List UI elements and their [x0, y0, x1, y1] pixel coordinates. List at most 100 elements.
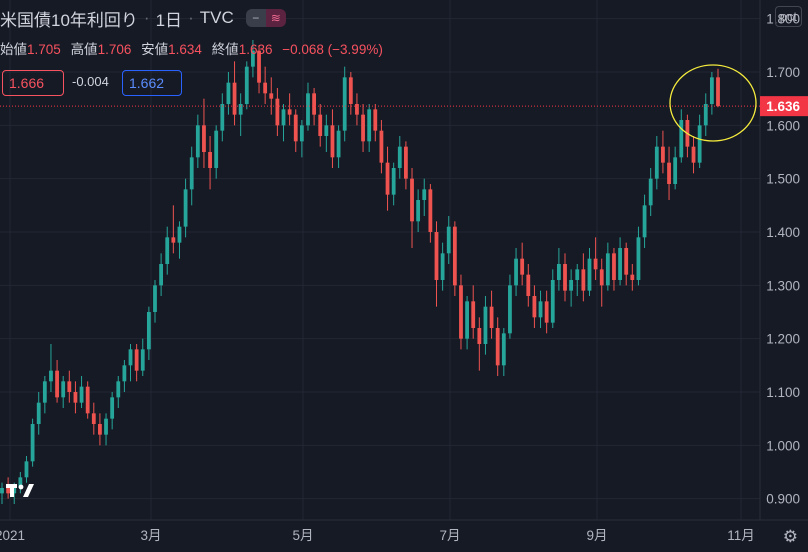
symbol-title[interactable]: 米国債10年利回り — [0, 10, 138, 30]
candle-body[interactable] — [55, 370, 59, 398]
candle-body[interactable] — [318, 114, 323, 136]
candle-body[interactable] — [269, 93, 274, 99]
candle-body[interactable] — [428, 189, 433, 232]
candle-body[interactable] — [416, 200, 421, 222]
candle-body[interactable] — [544, 301, 549, 323]
candle-body[interactable] — [275, 98, 280, 126]
candle-body[interactable] — [452, 226, 457, 286]
candle-body[interactable] — [532, 296, 537, 318]
candle-body[interactable] — [459, 285, 463, 339]
candle-body[interactable] — [171, 237, 176, 243]
candle-body[interactable] — [342, 77, 347, 131]
candle-body[interactable] — [98, 424, 102, 435]
candle-body[interactable] — [489, 306, 494, 328]
candle-body[interactable] — [263, 82, 268, 94]
candle-body[interactable] — [587, 258, 592, 291]
candle-body[interactable] — [287, 109, 292, 115]
candle-body[interactable] — [716, 77, 720, 107]
candle-body[interactable] — [569, 280, 574, 291]
candle-body[interactable] — [24, 461, 29, 478]
candle-body[interactable] — [410, 178, 414, 222]
candle-body[interactable] — [556, 264, 561, 280]
candle-body[interactable] — [208, 152, 212, 168]
candle-body[interactable] — [495, 328, 500, 366]
candle-body[interactable] — [299, 125, 304, 142]
candle-body[interactable] — [679, 120, 684, 158]
candle-body[interactable] — [624, 248, 629, 275]
candle-body[interactable] — [661, 146, 665, 163]
gear-icon[interactable]: ⚙ — [782, 527, 798, 546]
minus-icon[interactable]: − — [245, 9, 266, 27]
candle-body[interactable] — [440, 253, 445, 280]
candle-body[interactable] — [42, 381, 47, 403]
candle-body[interactable] — [379, 130, 384, 163]
candle-body[interactable] — [6, 488, 11, 494]
candle-body[interactable] — [79, 386, 84, 403]
candle-body[interactable] — [397, 146, 402, 168]
candle-body[interactable] — [575, 269, 580, 280]
time-axis-area[interactable] — [0, 520, 808, 552]
candle-body[interactable] — [336, 130, 341, 158]
candle-body[interactable] — [508, 285, 512, 334]
candle-body[interactable] — [251, 50, 255, 67]
candle-body[interactable] — [195, 125, 200, 158]
candle-body[interactable] — [281, 109, 286, 126]
candle-body[interactable] — [202, 125, 206, 152]
candle-body[interactable] — [422, 189, 427, 200]
candle-body[interactable] — [128, 349, 133, 366]
candle-body[interactable] — [391, 168, 396, 195]
status-chip[interactable]: − ≋ — [245, 9, 286, 27]
candle-body[interactable] — [434, 232, 439, 280]
candle-body[interactable] — [18, 477, 23, 488]
candle-body[interactable] — [12, 488, 17, 494]
candle-body[interactable] — [471, 301, 476, 328]
candle-body[interactable] — [538, 301, 543, 318]
candle-body[interactable] — [214, 130, 219, 168]
tradingview-logo-icon[interactable] — [6, 482, 34, 505]
candle-body[interactable] — [257, 50, 261, 83]
candle-body[interactable] — [477, 328, 482, 344]
candle-body[interactable] — [605, 253, 610, 286]
interval-label[interactable]: 1日 — [155, 10, 183, 30]
candle-body[interactable] — [183, 189, 188, 227]
candle-body[interactable] — [226, 82, 231, 104]
candle-body[interactable] — [581, 269, 586, 291]
candle-body[interactable] — [293, 114, 298, 142]
candle-body[interactable] — [49, 370, 53, 382]
candle-body[interactable] — [373, 109, 378, 131]
candle-body[interactable] — [91, 413, 96, 424]
candle-body[interactable] — [599, 269, 604, 286]
candle-body[interactable] — [67, 381, 72, 392]
candle-body[interactable] — [306, 93, 310, 126]
candle-body[interactable] — [618, 248, 622, 280]
candle-body[interactable] — [177, 226, 182, 243]
candle-body[interactable] — [30, 424, 35, 462]
candle-body[interactable] — [465, 301, 469, 339]
candle-body[interactable] — [514, 258, 518, 286]
candle-body[interactable] — [691, 146, 696, 163]
candle-body[interactable] — [642, 205, 647, 238]
candle-body[interactable] — [61, 381, 66, 398]
candle-body[interactable] — [612, 253, 616, 280]
candle-body[interactable] — [122, 365, 127, 382]
candle-body[interactable] — [134, 349, 139, 371]
candle-body[interactable] — [330, 125, 335, 158]
candle-body[interactable] — [404, 146, 408, 179]
unit-label[interactable]: pct — [774, 6, 802, 27]
wave-icon[interactable]: ≋ — [265, 9, 286, 27]
candle-body[interactable] — [153, 285, 157, 312]
symbol-title-row[interactable]: 米国債10年利回り · 1日 · TVC − ≋ — [0, 6, 286, 30]
candle-body[interactable] — [165, 237, 170, 264]
candle-body[interactable] — [367, 109, 372, 142]
candle-body[interactable] — [667, 162, 671, 184]
candle-body[interactable] — [593, 258, 598, 270]
candle-body[interactable] — [550, 280, 555, 323]
candles[interactable] — [0, 40, 720, 504]
candle-body[interactable] — [140, 349, 145, 371]
candle-body[interactable] — [648, 178, 653, 206]
candle-body[interactable] — [709, 77, 714, 104]
candle-body[interactable] — [232, 82, 237, 115]
candle-body[interactable] — [238, 104, 243, 115]
candle-body[interactable] — [146, 312, 151, 350]
